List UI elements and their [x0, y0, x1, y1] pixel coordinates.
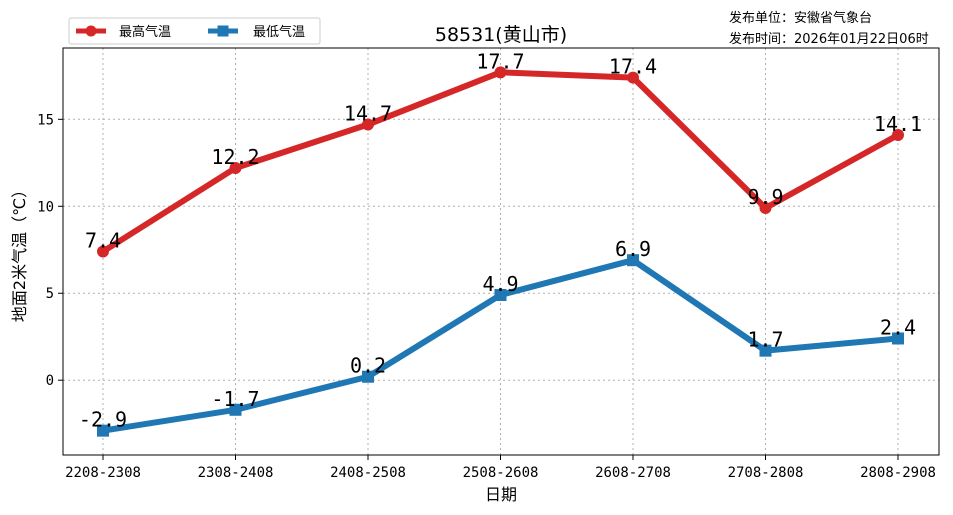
y-tick-label: 0 — [46, 373, 54, 389]
data-label-low: 1.7 — [747, 328, 783, 352]
data-point-low — [97, 424, 109, 437]
data-point-low — [494, 288, 507, 301]
data-label-low: -1.7 — [211, 387, 259, 411]
legend: 最高气温 最低气温 — [68, 17, 321, 45]
data-label-high: 9.9 — [747, 185, 783, 209]
data-point-low — [229, 403, 242, 416]
data-label-high: 7.4 — [85, 229, 121, 253]
data-point-high — [627, 71, 639, 84]
issuer-unit: 发布单位：安徽省气象台 — [729, 10, 872, 26]
x-tick-label: 2208-2308 — [65, 465, 141, 481]
x-tick-label: 2308-2408 — [198, 465, 274, 481]
data-point-high — [759, 202, 772, 215]
data-label-low: 0.2 — [350, 354, 386, 378]
data-point-high — [892, 128, 904, 141]
data-point-low — [892, 332, 904, 345]
data-point-high — [494, 66, 507, 79]
grid — [63, 48, 939, 455]
x-tick-label: 2608-2708 — [595, 465, 671, 481]
issue-time: 发布时间：2026年01月22日06时 — [729, 31, 929, 47]
data-label-high: 17.7 — [476, 49, 524, 73]
legend-high-marker — [85, 25, 97, 37]
legend-low-label: 最低气温 — [253, 24, 305, 40]
y-tick-label: 5 — [46, 286, 54, 302]
data-label-low: 2.4 — [880, 315, 916, 339]
data-point-high — [229, 162, 242, 175]
data-point-low — [759, 344, 772, 357]
y-axis-label: 地面2米气温（℃） — [10, 182, 29, 322]
data-point-low — [362, 370, 374, 383]
data-label-low: -2.9 — [79, 408, 127, 432]
data-labels: 7.4 12.2 14.7 17.7 17.4 9.9 14.1 -2.9 -1.7 0.2 4.9… — [79, 49, 922, 431]
axis-ticks: 2208-2308 2308-2408 2408-2508 2508-2608 2608… — [37, 112, 936, 481]
data-point-high — [362, 118, 374, 131]
x-tick-label: 2508-2608 — [463, 465, 539, 481]
x-tick-label: 2808-2908 — [860, 465, 936, 481]
data-label-high: 14.1 — [874, 112, 922, 136]
x-tick-label: 2708-2808 — [728, 465, 804, 481]
data-label-low: 4.9 — [482, 272, 518, 296]
data-label-high: 12.2 — [211, 145, 259, 169]
x-axis-label: 日期 — [485, 485, 517, 504]
data-label-low: 6.9 — [615, 237, 651, 261]
data-point-low — [627, 254, 639, 267]
data-label-high: 17.4 — [609, 55, 657, 79]
y-tick-label: 10 — [37, 199, 54, 215]
legend-box — [68, 17, 321, 45]
legend-high-label: 最高气温 — [119, 24, 171, 40]
data-point-high — [97, 245, 109, 258]
data-label-high: 14.7 — [344, 102, 392, 126]
legend-low-marker — [217, 25, 229, 37]
chart-title: 58531(黄山市) — [435, 24, 567, 46]
x-tick-label: 2408-2508 — [330, 465, 406, 481]
series-layer — [97, 66, 904, 437]
y-tick-label: 15 — [37, 112, 54, 128]
